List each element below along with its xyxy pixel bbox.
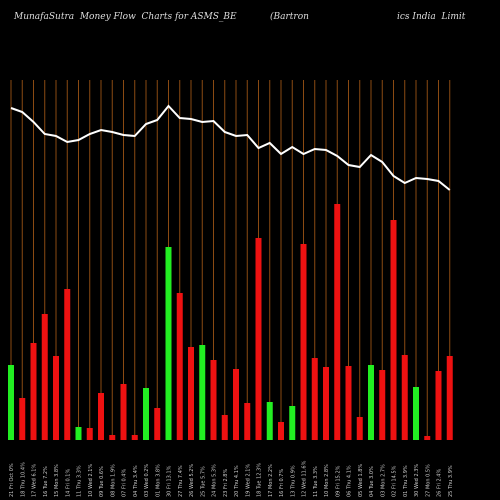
x-tick-label: 05 Wed 1.8% [358, 464, 364, 497]
money-flow-bar-down [311, 358, 318, 440]
money-flow-bar-up [413, 387, 419, 440]
x-tick-label: 13 Thu 0.9% [290, 465, 296, 497]
money-flow-bar-down [401, 355, 408, 440]
x-tick-label: 04 Thu 3.4% [133, 465, 139, 497]
money-flow-bar-down [278, 422, 284, 440]
x-tick-label: 02 Fri 14.5% [392, 465, 398, 497]
x-tick-label: 11 Tue 3.3% [313, 466, 319, 497]
x-tick-label: 21 Fri Oct 0% [9, 463, 15, 497]
money-flow-bar-down [64, 289, 71, 440]
x-tick-label: 18 Thu 10.4% [20, 462, 26, 497]
chart-title-right-part2: ics India Limit [397, 12, 466, 22]
money-flow-bar-down [446, 356, 453, 440]
x-tick-label: 19 Wed 2.1% [245, 464, 251, 497]
money-flow-bar-down [300, 244, 307, 440]
x-tick-label: 17 Wed 6.1% [32, 464, 38, 497]
money-flow-bar-down [30, 343, 37, 440]
money-flow-bar-down [19, 398, 26, 440]
money-flow-bars [8, 204, 453, 440]
money-flow-bar-down [131, 435, 138, 440]
money-flow-bar-down [53, 356, 59, 440]
x-tick-label: 16 Fri 0.7% [279, 469, 285, 497]
money-flow-bar-down [154, 408, 161, 440]
x-tick-label: 08 Mon 1.9% [110, 464, 116, 497]
x-tick-label: 16 Tue 7.2% [43, 466, 49, 497]
money-flow-bar-up [143, 388, 149, 440]
x-tick-label: 09 Tue 0.6% [99, 466, 105, 497]
money-flow-bar-up [266, 402, 273, 440]
price-line [10, 104, 451, 191]
money-flow-bar-down [86, 428, 93, 440]
money-flow-bar-up [199, 345, 206, 440]
x-tick-label: 27 Mon 0.5% [425, 464, 431, 497]
x-tick-label: 25 Thu 3.9% [448, 465, 454, 497]
x-tick-label: 26 Fri 2.4% [437, 469, 443, 497]
x-tick-label: 20 Thu 4.1% [234, 465, 240, 497]
money-flow-bar-down [120, 384, 127, 440]
x-tick-label: 10 Wed 2.1% [88, 464, 94, 497]
chart-title-right-part1: (Bartron [270, 12, 309, 22]
x-tick-label: 18 Tue 12.3% [257, 463, 263, 497]
x-tick-label: 30 Wed 2.3% [414, 464, 420, 497]
money-flow-bar-down [244, 403, 251, 440]
x-tick-label: 03 Mon 2.7% [380, 464, 386, 497]
money-flow-bar-up [8, 365, 14, 440]
chart-title-left: MunafaSutra Money Flow Charts for ASMS_B… [14, 12, 237, 22]
x-tick-label: 26 Wed 5.2% [189, 464, 195, 497]
x-tick-label: 12 Wed 11.6% [302, 460, 308, 497]
x-tick-label: 04 Tue 3.0% [369, 466, 375, 497]
money-flow-bar-down [176, 293, 183, 440]
x-tick-label: 01 Thu 3.9% [403, 465, 409, 497]
x-tick-label: 09 Fri 15.2% [335, 465, 341, 497]
money-flow-bar-down [221, 415, 228, 440]
money-flow-bar-down [379, 370, 386, 440]
x-tick-label: 11 Thu 3.3% [77, 465, 83, 497]
money-flow-bar-down [109, 435, 116, 440]
money-flow-bar-up [368, 365, 374, 440]
x-tick-label: 30 Fri 13.1% [167, 465, 173, 497]
money-flow-bar-down [390, 220, 397, 440]
money-flow-bar-down [255, 238, 262, 440]
money-flow-bar-down [424, 436, 431, 440]
money-flow-bar-down [345, 366, 352, 440]
money-flow-bar-down [334, 204, 341, 440]
x-tick-label: 07 Fri 0.4% [122, 469, 128, 497]
x-tick-label: 23 Fri 2.8% [223, 469, 229, 497]
x-tick-label: 27 Thu 7.4% [178, 465, 184, 497]
money-flow-bar-down [98, 393, 104, 440]
money-flow-bar-down [188, 347, 194, 440]
money-flow-bar-up [75, 427, 82, 440]
x-tick-label: 10 Mon 2.8% [324, 464, 330, 497]
x-tick-label: 24 Mon 5.3% [212, 464, 218, 497]
x-tick-label: 03 Wed 0.2% [144, 464, 150, 497]
x-axis-labels: 21 Fri Oct 0% 18 Thu 10.4% 17 Wed 6.1% 16 T… [9, 460, 454, 497]
x-tick-label: 14 Fri 0.1% [65, 469, 71, 497]
x-tick-label: 15 Mon 3.8% [54, 464, 60, 497]
money-flow-bar-down [435, 371, 442, 440]
x-tick-label: 01 Mon 3.8% [155, 464, 161, 497]
money-flow-bar-down [233, 369, 239, 440]
x-tick-label: 17 Mon 2.2% [268, 464, 274, 497]
x-tick-label: 25 Tue 5.7% [200, 466, 206, 497]
money-flow-bar-down [356, 417, 363, 440]
money-flow-bar-up [165, 247, 172, 440]
money-flow-bar-down [210, 360, 217, 440]
money-flow-bar-down [41, 314, 48, 440]
money-flow-bar-down [323, 367, 329, 440]
money-flow-bar-up [289, 406, 296, 440]
x-tick-label: 06 Thu 4.1% [347, 465, 353, 497]
